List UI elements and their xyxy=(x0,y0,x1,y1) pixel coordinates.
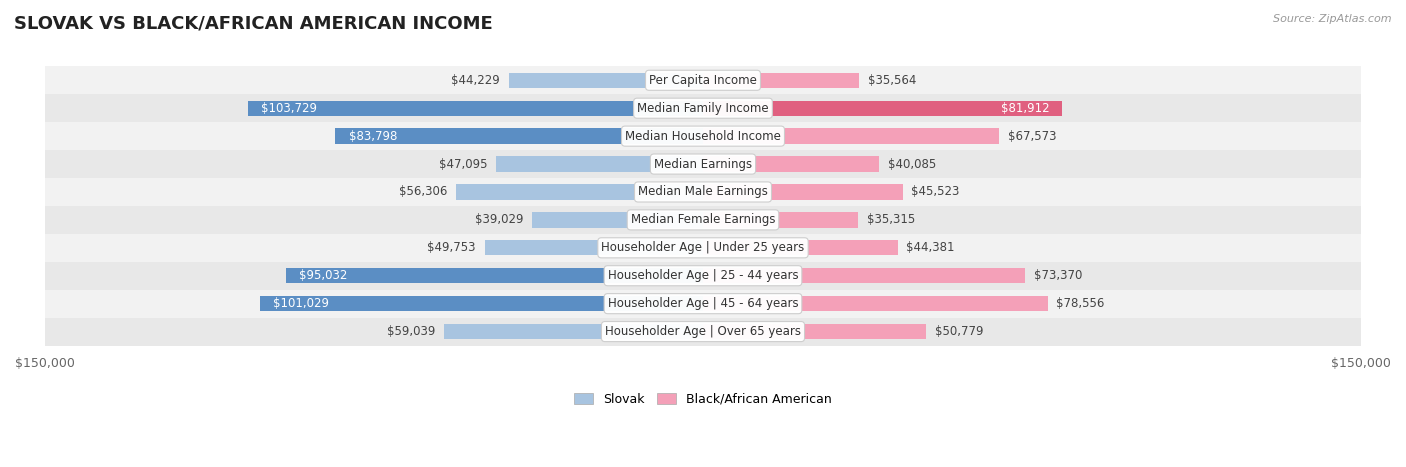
Bar xyxy=(45,290,1361,318)
Bar xyxy=(703,268,1025,283)
Text: Median Household Income: Median Household Income xyxy=(626,130,780,142)
Bar xyxy=(703,240,897,255)
Bar xyxy=(45,94,1361,122)
Text: $45,523: $45,523 xyxy=(911,185,960,198)
Bar xyxy=(336,128,703,144)
Text: $78,556: $78,556 xyxy=(1056,297,1105,310)
Text: $56,306: $56,306 xyxy=(399,185,447,198)
Bar xyxy=(703,100,1063,116)
Bar xyxy=(247,100,703,116)
Text: $44,229: $44,229 xyxy=(451,74,501,87)
Bar xyxy=(45,234,1361,262)
Bar xyxy=(45,206,1361,234)
Legend: Slovak, Black/African American: Slovak, Black/African American xyxy=(569,388,837,410)
Text: Householder Age | Under 25 years: Householder Age | Under 25 years xyxy=(602,241,804,255)
Text: $40,085: $40,085 xyxy=(887,157,936,170)
Bar xyxy=(703,128,1000,144)
Bar xyxy=(496,156,703,172)
Text: Median Earnings: Median Earnings xyxy=(654,157,752,170)
Bar xyxy=(45,178,1361,206)
Text: $59,039: $59,039 xyxy=(387,325,436,338)
Bar xyxy=(703,72,859,88)
Bar xyxy=(456,184,703,200)
Text: Householder Age | Over 65 years: Householder Age | Over 65 years xyxy=(605,325,801,338)
Bar xyxy=(45,150,1361,178)
Bar xyxy=(485,240,703,255)
Bar xyxy=(703,212,858,227)
Bar xyxy=(703,324,925,339)
Bar xyxy=(45,122,1361,150)
Text: $83,798: $83,798 xyxy=(349,130,396,142)
Bar xyxy=(260,296,703,311)
Text: $47,095: $47,095 xyxy=(439,157,488,170)
Bar xyxy=(45,66,1361,94)
Bar xyxy=(45,318,1361,346)
Bar xyxy=(703,296,1047,311)
Text: $67,573: $67,573 xyxy=(1008,130,1057,142)
Text: $73,370: $73,370 xyxy=(1033,269,1083,282)
Text: Median Female Earnings: Median Female Earnings xyxy=(631,213,775,226)
Text: $39,029: $39,029 xyxy=(474,213,523,226)
Bar xyxy=(703,184,903,200)
Text: Householder Age | 25 - 44 years: Householder Age | 25 - 44 years xyxy=(607,269,799,282)
Bar xyxy=(444,324,703,339)
Text: Source: ZipAtlas.com: Source: ZipAtlas.com xyxy=(1274,14,1392,24)
Text: Per Capita Income: Per Capita Income xyxy=(650,74,756,87)
Bar xyxy=(509,72,703,88)
Text: Median Family Income: Median Family Income xyxy=(637,102,769,115)
Bar xyxy=(285,268,703,283)
Text: $49,753: $49,753 xyxy=(427,241,477,255)
Bar xyxy=(45,262,1361,290)
Text: SLOVAK VS BLACK/AFRICAN AMERICAN INCOME: SLOVAK VS BLACK/AFRICAN AMERICAN INCOME xyxy=(14,14,494,32)
Text: $95,032: $95,032 xyxy=(299,269,347,282)
Text: $35,315: $35,315 xyxy=(866,213,915,226)
Text: Householder Age | 45 - 64 years: Householder Age | 45 - 64 years xyxy=(607,297,799,310)
Bar xyxy=(703,156,879,172)
Bar xyxy=(531,212,703,227)
Text: $35,564: $35,564 xyxy=(868,74,917,87)
Text: $50,779: $50,779 xyxy=(935,325,983,338)
Text: $81,912: $81,912 xyxy=(1001,102,1049,115)
Text: Median Male Earnings: Median Male Earnings xyxy=(638,185,768,198)
Text: $101,029: $101,029 xyxy=(273,297,329,310)
Text: $44,381: $44,381 xyxy=(907,241,955,255)
Text: $103,729: $103,729 xyxy=(262,102,318,115)
